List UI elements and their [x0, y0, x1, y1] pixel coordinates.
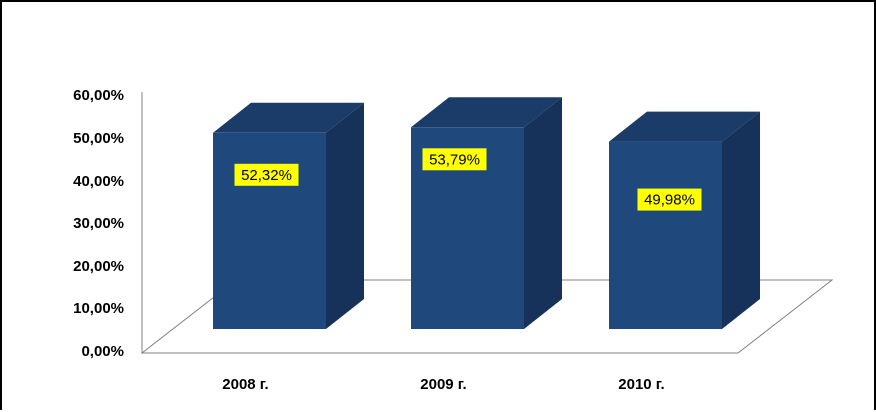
y-tick-label: 0,00% — [81, 343, 124, 360]
x-category-label: 2009 г. — [420, 376, 466, 393]
y-tick-label: 10,00% — [73, 300, 124, 317]
y-tick-label: 40,00% — [73, 173, 124, 190]
bar-side — [722, 111, 760, 329]
bar — [609, 141, 722, 329]
x-category-label: 2010 г. — [618, 376, 664, 393]
y-tick-label: 30,00% — [73, 215, 124, 232]
bar-top — [411, 97, 562, 128]
bar-top — [609, 111, 760, 142]
data-label: 52,32% — [241, 167, 292, 184]
bar-top — [213, 102, 364, 133]
bar — [213, 132, 326, 329]
data-label: 49,98% — [644, 192, 695, 209]
data-label-background — [637, 188, 702, 211]
y-tick-label: 50,00% — [73, 130, 124, 147]
bar-side — [326, 102, 364, 329]
x-category-label: 2008 г. — [222, 376, 268, 393]
y-tick-label: 20,00% — [73, 258, 124, 275]
y-tick-label: 60,00% — [73, 87, 124, 104]
data-label-background — [422, 148, 487, 171]
data-label-background — [234, 163, 299, 186]
chart-floor — [140, 279, 834, 354]
bar-side — [524, 97, 562, 329]
data-label: 53,79% — [429, 151, 480, 168]
